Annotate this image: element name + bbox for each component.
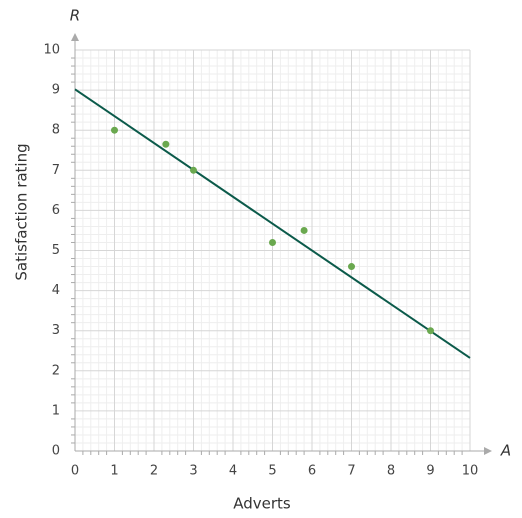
y-axis-arrow	[71, 33, 79, 41]
point	[300, 226, 308, 234]
y-tick-label: 7	[52, 163, 60, 178]
point	[162, 140, 170, 148]
x-tick-label: 1	[110, 464, 118, 479]
y-tick-label: 9	[52, 83, 60, 98]
y-axis-label: Satisfaction rating	[13, 143, 31, 280]
x-tick-label: 5	[268, 464, 276, 479]
y-tick-label: 2	[52, 363, 60, 378]
y-tick-label: 10	[43, 43, 60, 58]
x-tick-label: 6	[308, 464, 316, 479]
x-tick-label: 4	[229, 464, 237, 479]
y-axis-symbol: R	[70, 7, 80, 25]
point	[111, 126, 118, 134]
x-axis-symbol: A	[500, 442, 511, 460]
y-tick-label: 6	[52, 203, 60, 218]
y-tick-label: 8	[52, 123, 60, 138]
x-tick-label: 3	[189, 464, 197, 479]
x-tick-label: 7	[347, 464, 355, 479]
trend-line	[74, 88, 471, 359]
y-tick-label: 1	[52, 403, 60, 418]
x-axis-label: Adverts	[233, 495, 291, 513]
point	[348, 263, 355, 271]
x-tick-label: 10	[462, 464, 479, 479]
x-tick-label: 2	[150, 464, 158, 479]
x-tick-label: 8	[387, 464, 395, 479]
y-tick-label: 5	[52, 243, 60, 258]
y-tick-label: 4	[52, 283, 60, 298]
point	[269, 238, 276, 246]
x-tick-label: 0	[71, 464, 79, 479]
y-tick-label: 0	[52, 444, 60, 459]
y-tick-label: 3	[52, 323, 60, 338]
point	[190, 166, 197, 174]
x-axis-arrow	[484, 447, 492, 455]
point	[427, 327, 434, 335]
x-tick-label: 9	[426, 464, 434, 479]
